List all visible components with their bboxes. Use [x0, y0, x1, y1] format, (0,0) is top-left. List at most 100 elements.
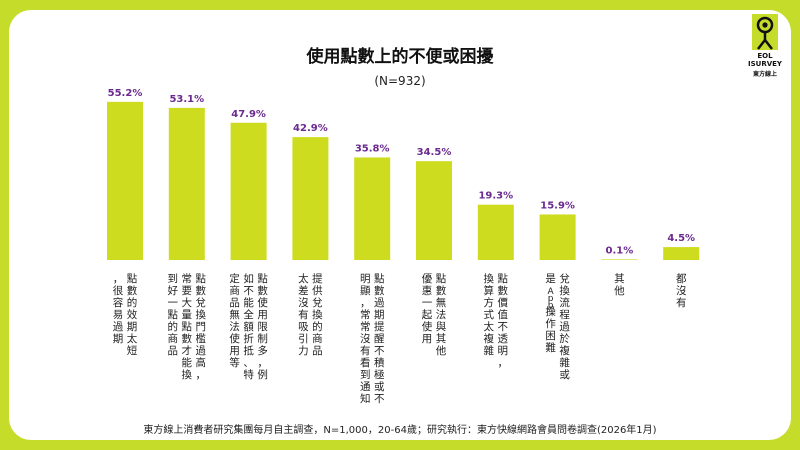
- svg-text:優: 優: [422, 272, 433, 285]
- svg-text:難: 難: [545, 341, 556, 354]
- svg-text:p: p: [548, 301, 554, 311]
- chart-title: 使用點數上的不便或困擾: [306, 47, 494, 67]
- svg-text:如: 如: [243, 272, 254, 285]
- svg-text:式: 式: [484, 308, 495, 321]
- bar-6: [416, 161, 452, 260]
- svg-text:有: 有: [298, 308, 309, 321]
- svg-text:都: 都: [676, 273, 687, 285]
- svg-text:短: 短: [127, 344, 138, 357]
- svg-text:不: 不: [498, 321, 509, 333]
- svg-text:力: 力: [298, 344, 309, 357]
- svg-text:全: 全: [243, 308, 254, 321]
- svg-text:透: 透: [498, 333, 509, 345]
- svg-text:與: 與: [436, 320, 447, 333]
- svg-text:太: 太: [484, 320, 495, 333]
- svg-text:點: 點: [168, 308, 179, 321]
- svg-text:通: 通: [360, 381, 371, 393]
- svg-text:醒: 醒: [374, 333, 385, 345]
- svg-text:沒: 沒: [360, 332, 371, 345]
- svg-text:品: 品: [312, 345, 323, 357]
- category-label: 點數無法與其他優惠一起使用點數無法與其他優惠一起使用: [422, 272, 447, 357]
- svg-text:的: 的: [168, 320, 179, 333]
- svg-text:A: A: [548, 287, 555, 297]
- svg-text:不: 不: [374, 345, 385, 357]
- svg-text:商: 商: [168, 332, 179, 345]
- svg-text:積: 積: [374, 356, 385, 369]
- svg-text:點: 點: [196, 272, 207, 285]
- svg-text:，: ，: [360, 297, 371, 309]
- logo-text-chinese: 東方線上: [752, 71, 777, 78]
- svg-text:到: 到: [168, 273, 179, 285]
- logo-mark-icon: [752, 14, 778, 50]
- svg-text:作: 作: [545, 318, 556, 330]
- bar-5: [354, 157, 391, 260]
- svg-text:數: 數: [436, 284, 447, 297]
- svg-text:門: 門: [196, 321, 207, 333]
- bar-1: [107, 101, 143, 261]
- svg-text:制: 制: [257, 332, 268, 345]
- svg-text:的: 的: [312, 320, 323, 333]
- category-label: 提供兌換的商品太差沒有吸引力提供兌換的商品太差沒有吸引力: [298, 272, 323, 357]
- source-note: 東方線上消費者研究集團每月自主調查，N=1,000，20-64歲；研究執行：東方…: [143, 425, 657, 436]
- svg-text:過: 過: [374, 297, 385, 309]
- svg-text:期: 期: [374, 309, 385, 321]
- svg-text:其: 其: [614, 273, 625, 285]
- svg-text:其: 其: [436, 333, 447, 345]
- logo-text-isurvey: ISURVEY: [748, 60, 782, 68]
- svg-text:是: 是: [545, 273, 556, 285]
- svg-text:額: 額: [243, 320, 254, 333]
- svg-text:兌: 兌: [312, 297, 323, 309]
- svg-text:沒: 沒: [298, 296, 309, 309]
- svg-text:多: 多: [257, 344, 268, 357]
- svg-text:量: 量: [182, 309, 193, 321]
- category-label: 點數使用限制多，例如不能全額折抵、特定商品無法使用等點數使用限制多，例如不能全額…: [229, 272, 268, 381]
- svg-text:能: 能: [182, 356, 193, 369]
- svg-text:定: 定: [229, 272, 240, 285]
- svg-text:他: 他: [614, 284, 625, 297]
- svg-text:提: 提: [374, 321, 385, 333]
- svg-text:明: 明: [360, 273, 371, 285]
- svg-text:無: 無: [436, 296, 447, 309]
- svg-text:換: 換: [559, 285, 570, 297]
- bar-7: [477, 204, 514, 260]
- svg-text:過: 過: [559, 321, 570, 333]
- svg-text:點: 點: [182, 320, 193, 333]
- bar-value-label: 55.2%: [108, 88, 143, 99]
- svg-text:兌: 兌: [559, 273, 570, 285]
- chart-subtitle: (N=932): [374, 74, 426, 88]
- svg-text:吸: 吸: [298, 321, 309, 333]
- svg-text:於: 於: [559, 332, 570, 345]
- svg-text:要: 要: [182, 285, 193, 297]
- svg-text:使: 使: [422, 320, 433, 333]
- svg-text:不: 不: [374, 393, 385, 405]
- svg-text:顯: 顯: [360, 285, 371, 297]
- svg-text:太: 太: [127, 332, 138, 345]
- svg-text:期: 期: [113, 333, 124, 345]
- svg-text:點: 點: [374, 272, 385, 285]
- bar-value-label: 15.9%: [540, 200, 575, 211]
- svg-text:很: 很: [113, 284, 124, 297]
- svg-text:不: 不: [243, 285, 254, 297]
- svg-text:方: 方: [484, 296, 495, 309]
- svg-text:數: 數: [182, 332, 193, 345]
- svg-text:換: 換: [312, 309, 323, 321]
- svg-text:起: 起: [422, 309, 433, 321]
- bar-9: [601, 259, 638, 260]
- bar-value-label: 42.9%: [293, 123, 328, 134]
- svg-text:看: 看: [360, 356, 371, 369]
- svg-text:、: 、: [243, 357, 254, 369]
- svg-text:價: 價: [498, 296, 509, 309]
- svg-text:品: 品: [229, 297, 240, 309]
- svg-text:p: p: [548, 294, 554, 304]
- svg-text:常: 常: [360, 308, 371, 321]
- svg-text:或: 或: [559, 369, 570, 381]
- svg-text:常: 常: [360, 320, 371, 333]
- svg-text:惠: 惠: [422, 284, 433, 297]
- bar-4: [292, 137, 329, 260]
- svg-text:數: 數: [257, 284, 268, 297]
- svg-text:，: ，: [113, 273, 124, 285]
- svg-text:限: 限: [257, 321, 268, 333]
- svg-text:換: 換: [484, 273, 495, 285]
- svg-text:換: 換: [182, 369, 193, 381]
